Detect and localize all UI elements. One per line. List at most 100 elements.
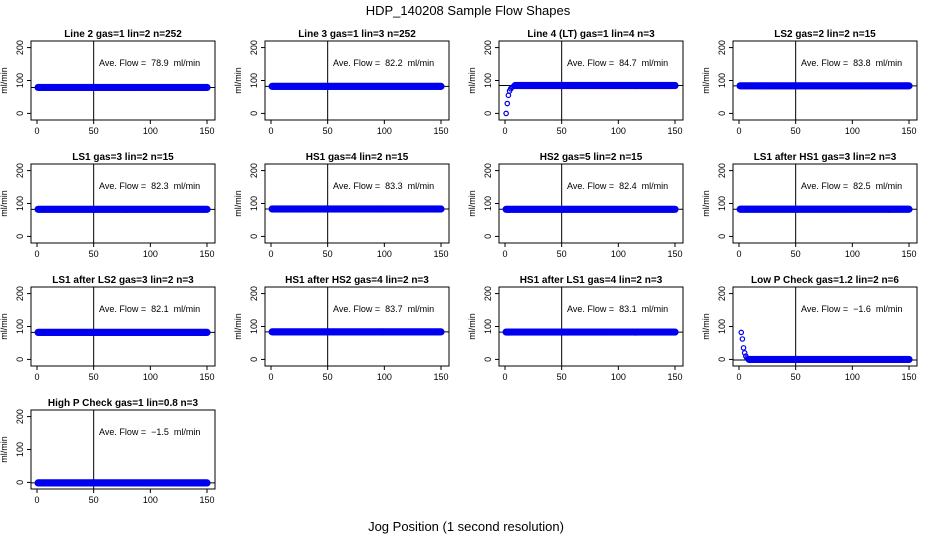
y-tick-label: 0: [15, 111, 25, 116]
y-tick-label: 100: [717, 319, 727, 334]
x-tick-label: 50: [791, 126, 801, 136]
x-tick-label: 150: [901, 126, 916, 136]
y-tick-label: 0: [249, 111, 259, 116]
x-tick-label: 150: [901, 249, 916, 259]
y-tick-label: 0: [717, 111, 727, 116]
data-point: [738, 329, 745, 336]
x-tick-label: 0: [502, 372, 507, 382]
x-tick-label: 0: [34, 495, 39, 505]
x-tick-label: 150: [667, 249, 682, 259]
x-tick-label: 100: [143, 126, 158, 136]
y-axis-label: ml/min: [467, 313, 477, 340]
y-tick-label: 100: [483, 196, 493, 211]
x-tick-label: 0: [736, 372, 741, 382]
data-point: [671, 328, 679, 336]
x-tick-label: 50: [89, 372, 99, 382]
x-tick-label: 0: [502, 126, 507, 136]
y-axis-label: ml/min: [0, 190, 9, 217]
average-flow-annotation: Ave. Flow = 83.8 ml/min: [801, 58, 902, 68]
y-tick-label: 100: [717, 196, 727, 211]
x-tick-label: 100: [377, 249, 392, 259]
y-tick-label: 200: [15, 286, 25, 301]
y-axis-label: ml/min: [0, 313, 9, 340]
panel-13: High P Check gas=1 lin=0.8 n=3 ml/min 0 100…: [0, 398, 216, 505]
x-tick-label: 150: [199, 249, 214, 259]
y-tick-label: 0: [483, 357, 493, 362]
panel-1: Line 2 gas=1 lin=2 n=252 ml/min 0 100 200 0 50…: [0, 29, 216, 136]
x-tick-label: 150: [433, 126, 448, 136]
average-flow-annotation: Ave. Flow = 83.1 ml/min: [567, 304, 668, 314]
y-tick-label: 200: [483, 286, 493, 301]
x-tick-label: 50: [557, 372, 567, 382]
x-tick-label: 0: [34, 372, 39, 382]
x-tick-label: 100: [143, 495, 158, 505]
plot-frame: [732, 286, 918, 367]
data-point: [203, 479, 211, 487]
average-flow-annotation: Ave. Flow = 84.7 ml/min: [567, 58, 668, 68]
y-tick-label: 100: [249, 73, 259, 88]
y-tick-label: 0: [717, 234, 727, 239]
y-tick-label: 100: [15, 442, 25, 457]
plot-frame: [30, 163, 216, 244]
y-tick-label: 100: [483, 73, 493, 88]
panel-4: LS2 gas=2 lin=2 n=15 ml/min 0 100 200 0 50 100 1…: [701, 29, 918, 136]
x-tick-label: 50: [557, 126, 567, 136]
plot-frame: [30, 409, 216, 490]
y-tick-label: 200: [717, 163, 727, 178]
data-point: [503, 110, 509, 117]
panel-title: HS1 after LS1 gas=4 lin=2 n=3: [520, 275, 663, 286]
plot-frame: [30, 286, 216, 367]
x-tick-label: 0: [268, 372, 273, 382]
y-axis-label: ml/min: [0, 67, 9, 94]
panel-title: LS1 gas=3 lin=2 n=15: [72, 152, 174, 163]
plot-frame: [30, 40, 216, 121]
y-tick-label: 200: [15, 40, 25, 55]
y-axis-label: ml/min: [701, 67, 711, 94]
x-tick-label: 150: [199, 126, 214, 136]
data-point: [437, 205, 445, 213]
y-tick-label: 0: [15, 357, 25, 362]
panel-title: Line 4 (LT) gas=1 lin=4 n=3: [527, 29, 655, 40]
average-flow-annotation: Ave. Flow = 82.4 ml/min: [567, 181, 668, 191]
panel-title: Line 3 gas=1 lin=3 n=252: [298, 29, 416, 40]
x-tick-label: 100: [611, 249, 626, 259]
x-tick-label: 50: [323, 249, 333, 259]
x-tick-label: 0: [268, 249, 273, 259]
plot-frame: [264, 286, 450, 367]
data-point: [740, 345, 747, 351]
x-tick-label: 100: [611, 372, 626, 382]
y-tick-label: 100: [483, 319, 493, 334]
plot-frame: [498, 40, 684, 121]
plot-frame: [264, 163, 450, 244]
plot-frame: [264, 40, 450, 121]
panel-6: HS1 gas=4 lin=2 n=15 ml/min 0 100 200 0 50 100 1…: [233, 152, 450, 259]
x-tick-label: 50: [791, 249, 801, 259]
figure-title: HDP_140208 Sample Flow Shapes: [366, 3, 571, 18]
y-tick-label: 100: [15, 196, 25, 211]
panels: Line 2 gas=1 lin=2 n=252 ml/min 0 100 200 0 50…: [0, 29, 918, 505]
x-tick-label: 0: [268, 126, 273, 136]
data-point: [437, 328, 445, 336]
panel-9: LS1 after LS2 gas=3 lin=2 n=3 ml/min 0 100 2…: [0, 275, 216, 382]
data-point: [671, 81, 679, 90]
panel-12: Low P Check gas=1.2 lin=2 n=6 ml/min 0 100 2…: [701, 275, 918, 382]
x-tick-label: 100: [845, 249, 860, 259]
y-tick-label: 0: [249, 234, 259, 239]
y-tick-label: 100: [15, 319, 25, 334]
y-tick-label: 0: [483, 111, 493, 116]
data-point: [671, 205, 679, 213]
panel-title: Line 2 gas=1 lin=2 n=252: [64, 29, 182, 40]
panel-title: LS2 gas=2 lin=2 n=15: [774, 29, 876, 40]
y-axis-label: ml/min: [233, 190, 243, 217]
panel-10: HS1 after HS2 gas=4 lin=2 n=3 ml/min 0 100 2…: [233, 275, 450, 382]
average-flow-annotation: Ave. Flow = 82.2 ml/min: [333, 58, 434, 68]
y-axis-label: ml/min: [0, 436, 9, 463]
average-flow-annotation: Ave. Flow = 82.5 ml/min: [801, 181, 902, 191]
panel-title: Low P Check gas=1.2 lin=2 n=6: [751, 275, 899, 286]
x-tick-label: 150: [433, 372, 448, 382]
y-axis-label: ml/min: [467, 67, 477, 94]
x-tick-label: 100: [845, 126, 860, 136]
x-tick-label: 50: [323, 126, 333, 136]
y-axis-label: ml/min: [233, 313, 243, 340]
y-tick-label: 200: [717, 286, 727, 301]
